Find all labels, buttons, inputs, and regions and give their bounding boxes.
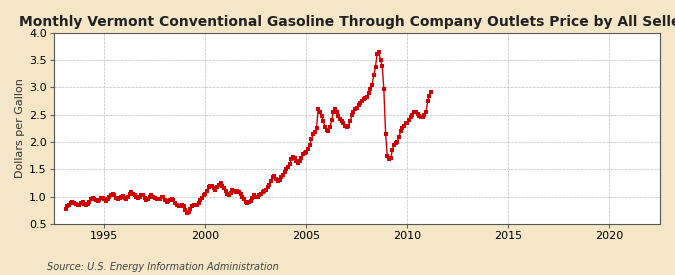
Text: Source: U.S. Energy Information Administration: Source: U.S. Energy Information Administ…	[47, 262, 279, 272]
Y-axis label: Dollars per Gallon: Dollars per Gallon	[15, 78, 25, 178]
Title: Monthly Vermont Conventional Gasoline Through Company Outlets Price by All Selle: Monthly Vermont Conventional Gasoline Th…	[19, 15, 675, 29]
